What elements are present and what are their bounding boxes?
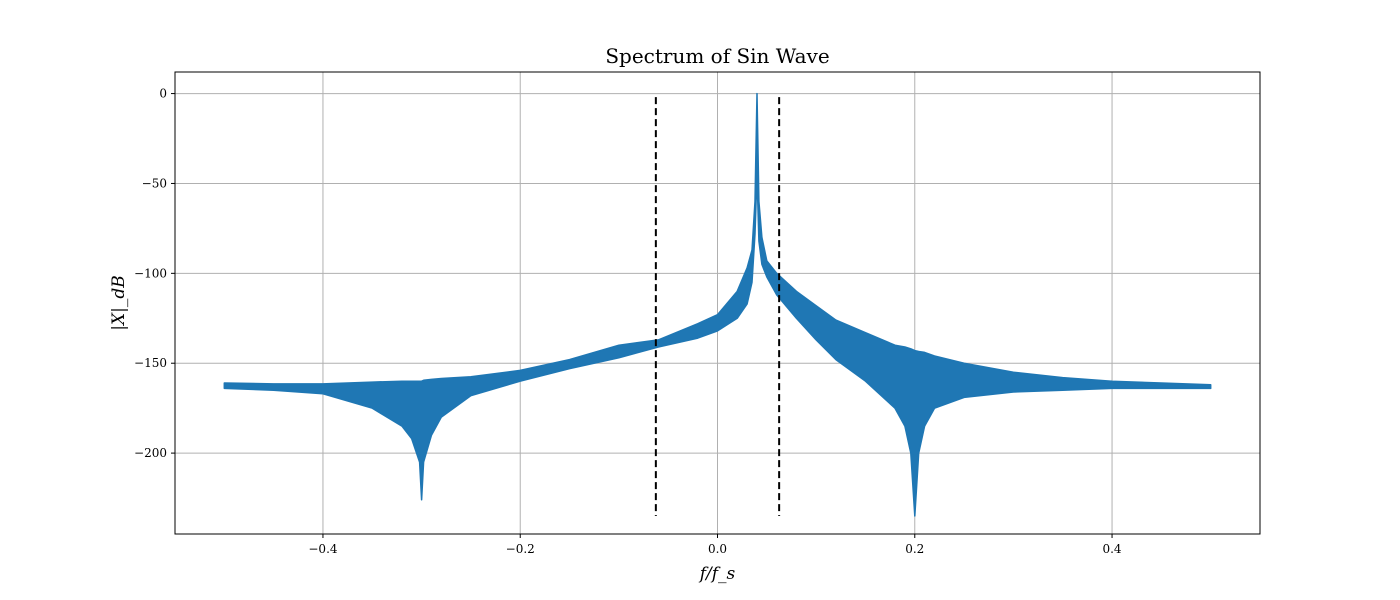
y-axis-label-text: |X|_dB (109, 275, 129, 330)
x-ticks: −0.4 −0.2 0.0 0.2 0.4 (308, 534, 1122, 556)
x-tick-label: 0.2 (905, 542, 924, 556)
y-tick-label: −150 (134, 356, 167, 370)
x-tick-label: 0.4 (1102, 542, 1121, 556)
y-tick-label: −50 (142, 176, 167, 190)
chart-title: Spectrum of Sin Wave (605, 44, 829, 68)
spectrum-band (223, 92, 1212, 517)
y-tick-label: −200 (134, 446, 167, 460)
y-tick-label: 0 (159, 87, 167, 101)
x-tick-label: −0.2 (506, 542, 535, 556)
grid (175, 72, 1260, 534)
y-axis-label: |X|_dB (109, 275, 129, 330)
y-ticks: 0 −50 −100 −150 −200 (134, 87, 175, 460)
y-tick-label: −100 (134, 266, 167, 280)
plot-area (223, 92, 1212, 517)
x-tick-label: 0.0 (708, 542, 727, 556)
x-tick-label: −0.4 (308, 542, 338, 556)
x-axis-label-text: f/f_s (698, 564, 736, 584)
x-axis-label: f/f_s (698, 564, 736, 584)
dashed-markers (654, 97, 781, 517)
